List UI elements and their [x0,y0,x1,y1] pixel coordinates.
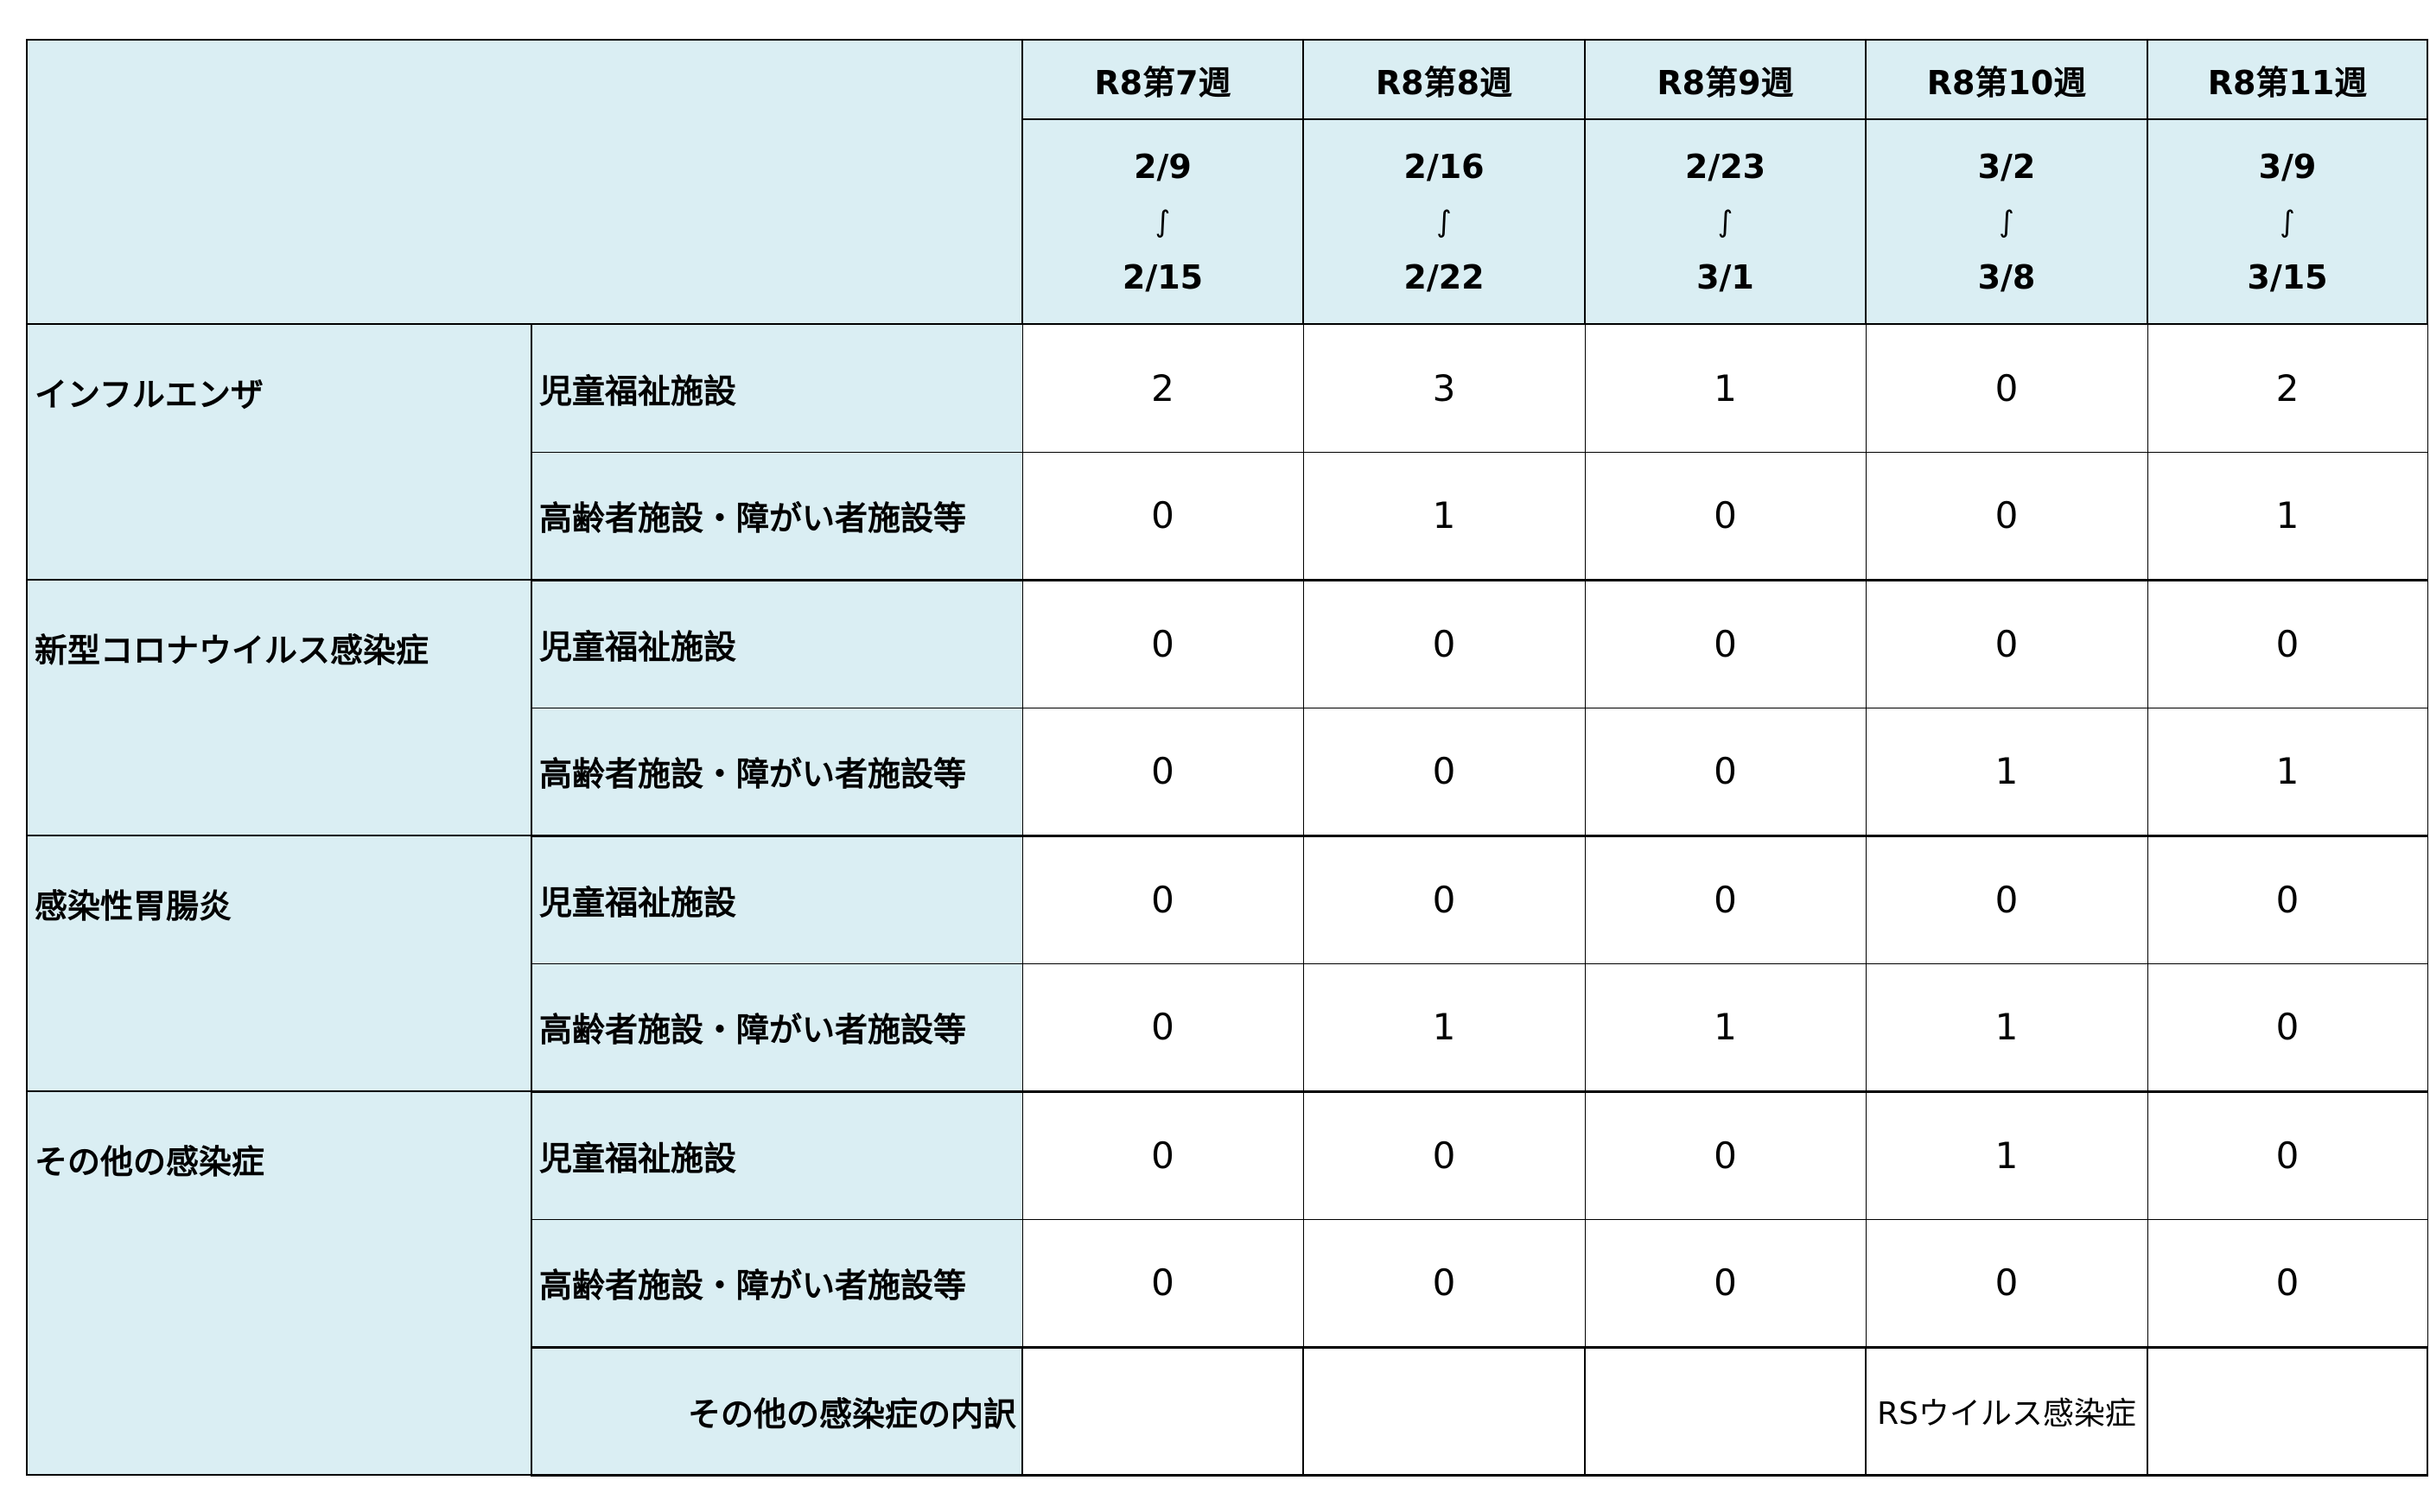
case-count: 1 [1302,451,1586,581]
case-count: 0 [1302,579,1586,708]
breakdown-value [2147,1346,2428,1477]
facility-type: 高齢者施設・障がい者施設等 [531,1218,1023,1349]
case-count: 0 [2147,962,2428,1093]
case-count: 1 [1865,1090,2148,1220]
case-count: 1 [1584,323,1867,453]
facility-type: 児童福祉施設 [531,1090,1023,1220]
breakdown-value [1584,1346,1867,1477]
case-count: 0 [1021,1090,1304,1220]
week-date-range: 3/9 ∫ 3/15 [2147,118,2428,325]
week-header: R8第9週 [1584,39,1867,120]
week-header: R8第11週 [2147,39,2428,120]
case-count: 0 [1865,1218,2148,1349]
category-name: その他の感染症 [26,1090,532,1476]
case-count: 0 [1865,451,2148,581]
date-to: 3/15 [2247,257,2328,296]
date-sep: ∫ [1155,204,1171,239]
facility-type: 児童福祉施設 [531,579,1023,708]
breakdown-value [1302,1346,1586,1477]
breakdown-value [1021,1346,1304,1477]
case-count: 1 [2147,451,2428,581]
date-from: 2/23 [1684,147,1766,186]
case-count: 0 [1302,1090,1586,1220]
case-count: 1 [2147,707,2428,837]
case-count: 0 [1021,579,1304,708]
case-count: 0 [1584,451,1867,581]
date-from: 3/9 [2258,147,2317,186]
week-date-range: 3/2 ∫ 3/8 [1865,118,2148,325]
week-header: R8第10週 [1865,39,2148,120]
case-count: 1 [1865,962,2148,1093]
category-name: インフルエンザ [26,323,532,581]
case-count: 0 [1021,1218,1304,1349]
case-count: 0 [1021,962,1304,1093]
case-count: 0 [1584,1218,1867,1349]
breakdown-label: その他の感染症の内訳 [531,1346,1023,1477]
case-count: 2 [2147,323,2428,453]
week-date-range: 2/16 ∫ 2/22 [1302,118,1586,325]
week-date-range: 2/9 ∫ 2/15 [1021,118,1304,325]
case-count: 0 [1584,835,1867,964]
date-from: 3/2 [1977,147,2036,186]
date-to: 3/8 [1977,257,2036,296]
case-count: 0 [1584,579,1867,708]
facility-type: 児童福祉施設 [531,835,1023,964]
week-date-range: 2/23 ∫ 3/1 [1584,118,1867,325]
date-sep: ∫ [1999,204,2014,239]
breakdown-value: RSウイルス感染症 [1865,1346,2148,1477]
infection-report-table: R8第7週 R8第8週 R8第9週 R8第10週 R8第11週 2/9 ∫ 2/15 2/16 ∫… [26,39,2428,1477]
case-count: 0 [1584,707,1867,837]
case-count: 0 [1021,835,1304,964]
week-header: R8第8週 [1302,39,1586,120]
case-count: 0 [1302,835,1586,964]
date-sep: ∫ [2280,204,2295,239]
case-count: 0 [2147,835,2428,964]
case-count: 0 [1865,579,2148,708]
case-count: 0 [1302,1218,1586,1349]
date-from: 2/9 [1134,147,1192,186]
case-count: 1 [1865,707,2148,837]
facility-type: 高齢者施設・障がい者施設等 [531,451,1023,581]
case-count: 0 [2147,1090,2428,1220]
date-sep: ∫ [1436,204,1452,239]
header-corner [26,39,1023,325]
case-count: 0 [2147,579,2428,708]
date-from: 2/16 [1403,147,1485,186]
facility-type: 高齢者施設・障がい者施設等 [531,962,1023,1093]
category-name: 新型コロナウイルス感染症 [26,579,532,836]
facility-type: 高齢者施設・障がい者施設等 [531,707,1023,837]
date-to: 2/22 [1403,257,1485,296]
date-sep: ∫ [1717,204,1733,239]
case-count: 1 [1302,962,1586,1093]
case-count: 3 [1302,323,1586,453]
date-to: 2/15 [1122,257,1204,296]
date-to: 3/1 [1696,257,1754,296]
case-count: 1 [1584,962,1867,1093]
case-count: 0 [1302,707,1586,837]
case-count: 0 [1865,323,2148,453]
week-header: R8第7週 [1021,39,1304,120]
facility-type: 児童福祉施設 [531,323,1023,453]
case-count: 0 [1021,707,1304,837]
case-count: 0 [1865,835,2148,964]
case-count: 0 [1021,451,1304,581]
case-count: 0 [1584,1090,1867,1220]
category-name: 感染性胃腸炎 [26,835,532,1092]
case-count: 2 [1021,323,1304,453]
case-count: 0 [2147,1218,2428,1349]
